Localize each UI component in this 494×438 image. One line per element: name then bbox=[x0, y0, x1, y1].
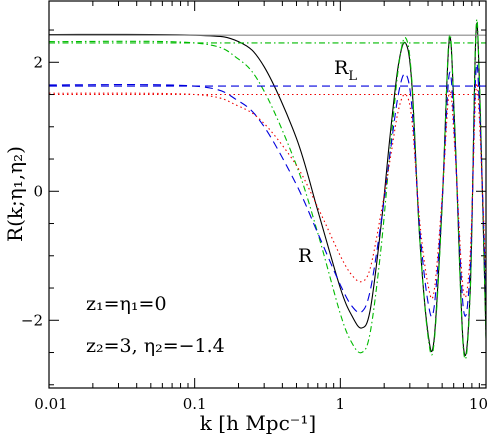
annotation-z2-eta2: z₂=3, η₂=−1.4 bbox=[86, 335, 225, 357]
series-line-2 bbox=[49, 63, 486, 318]
x-tick-label: 0.1 bbox=[183, 395, 207, 413]
annotation-rl-main: R bbox=[334, 57, 349, 79]
plot-frame bbox=[48, 0, 487, 389]
series-line-3 bbox=[49, 82, 486, 300]
y-tick-label: −2 bbox=[21, 311, 43, 329]
y-tick-label: 2 bbox=[33, 53, 43, 71]
annotation-r-label: R bbox=[298, 245, 313, 267]
x-tick-label: 0.01 bbox=[34, 395, 67, 413]
x-tick-label: 10 bbox=[469, 395, 488, 413]
x-tick-label: 1 bbox=[336, 395, 346, 413]
annotation-rl-label: RL bbox=[334, 57, 357, 84]
series-layer bbox=[49, 18, 486, 360]
series-line-1 bbox=[49, 18, 486, 360]
x-axis-label: k [h Mpc⁻¹] bbox=[200, 411, 316, 435]
ticks-layer: 0.01 0.1 1 10 −2 0 2 bbox=[21, 1, 488, 413]
annotation-z1-eta1: z₁=η₁=0 bbox=[86, 293, 167, 315]
y-tick-label: 0 bbox=[33, 182, 43, 200]
series-line-0 bbox=[49, 22, 486, 356]
y-axis-label: R(k;η₁,η₂) bbox=[3, 146, 27, 242]
annotation-rl-subscript: L bbox=[348, 69, 357, 84]
